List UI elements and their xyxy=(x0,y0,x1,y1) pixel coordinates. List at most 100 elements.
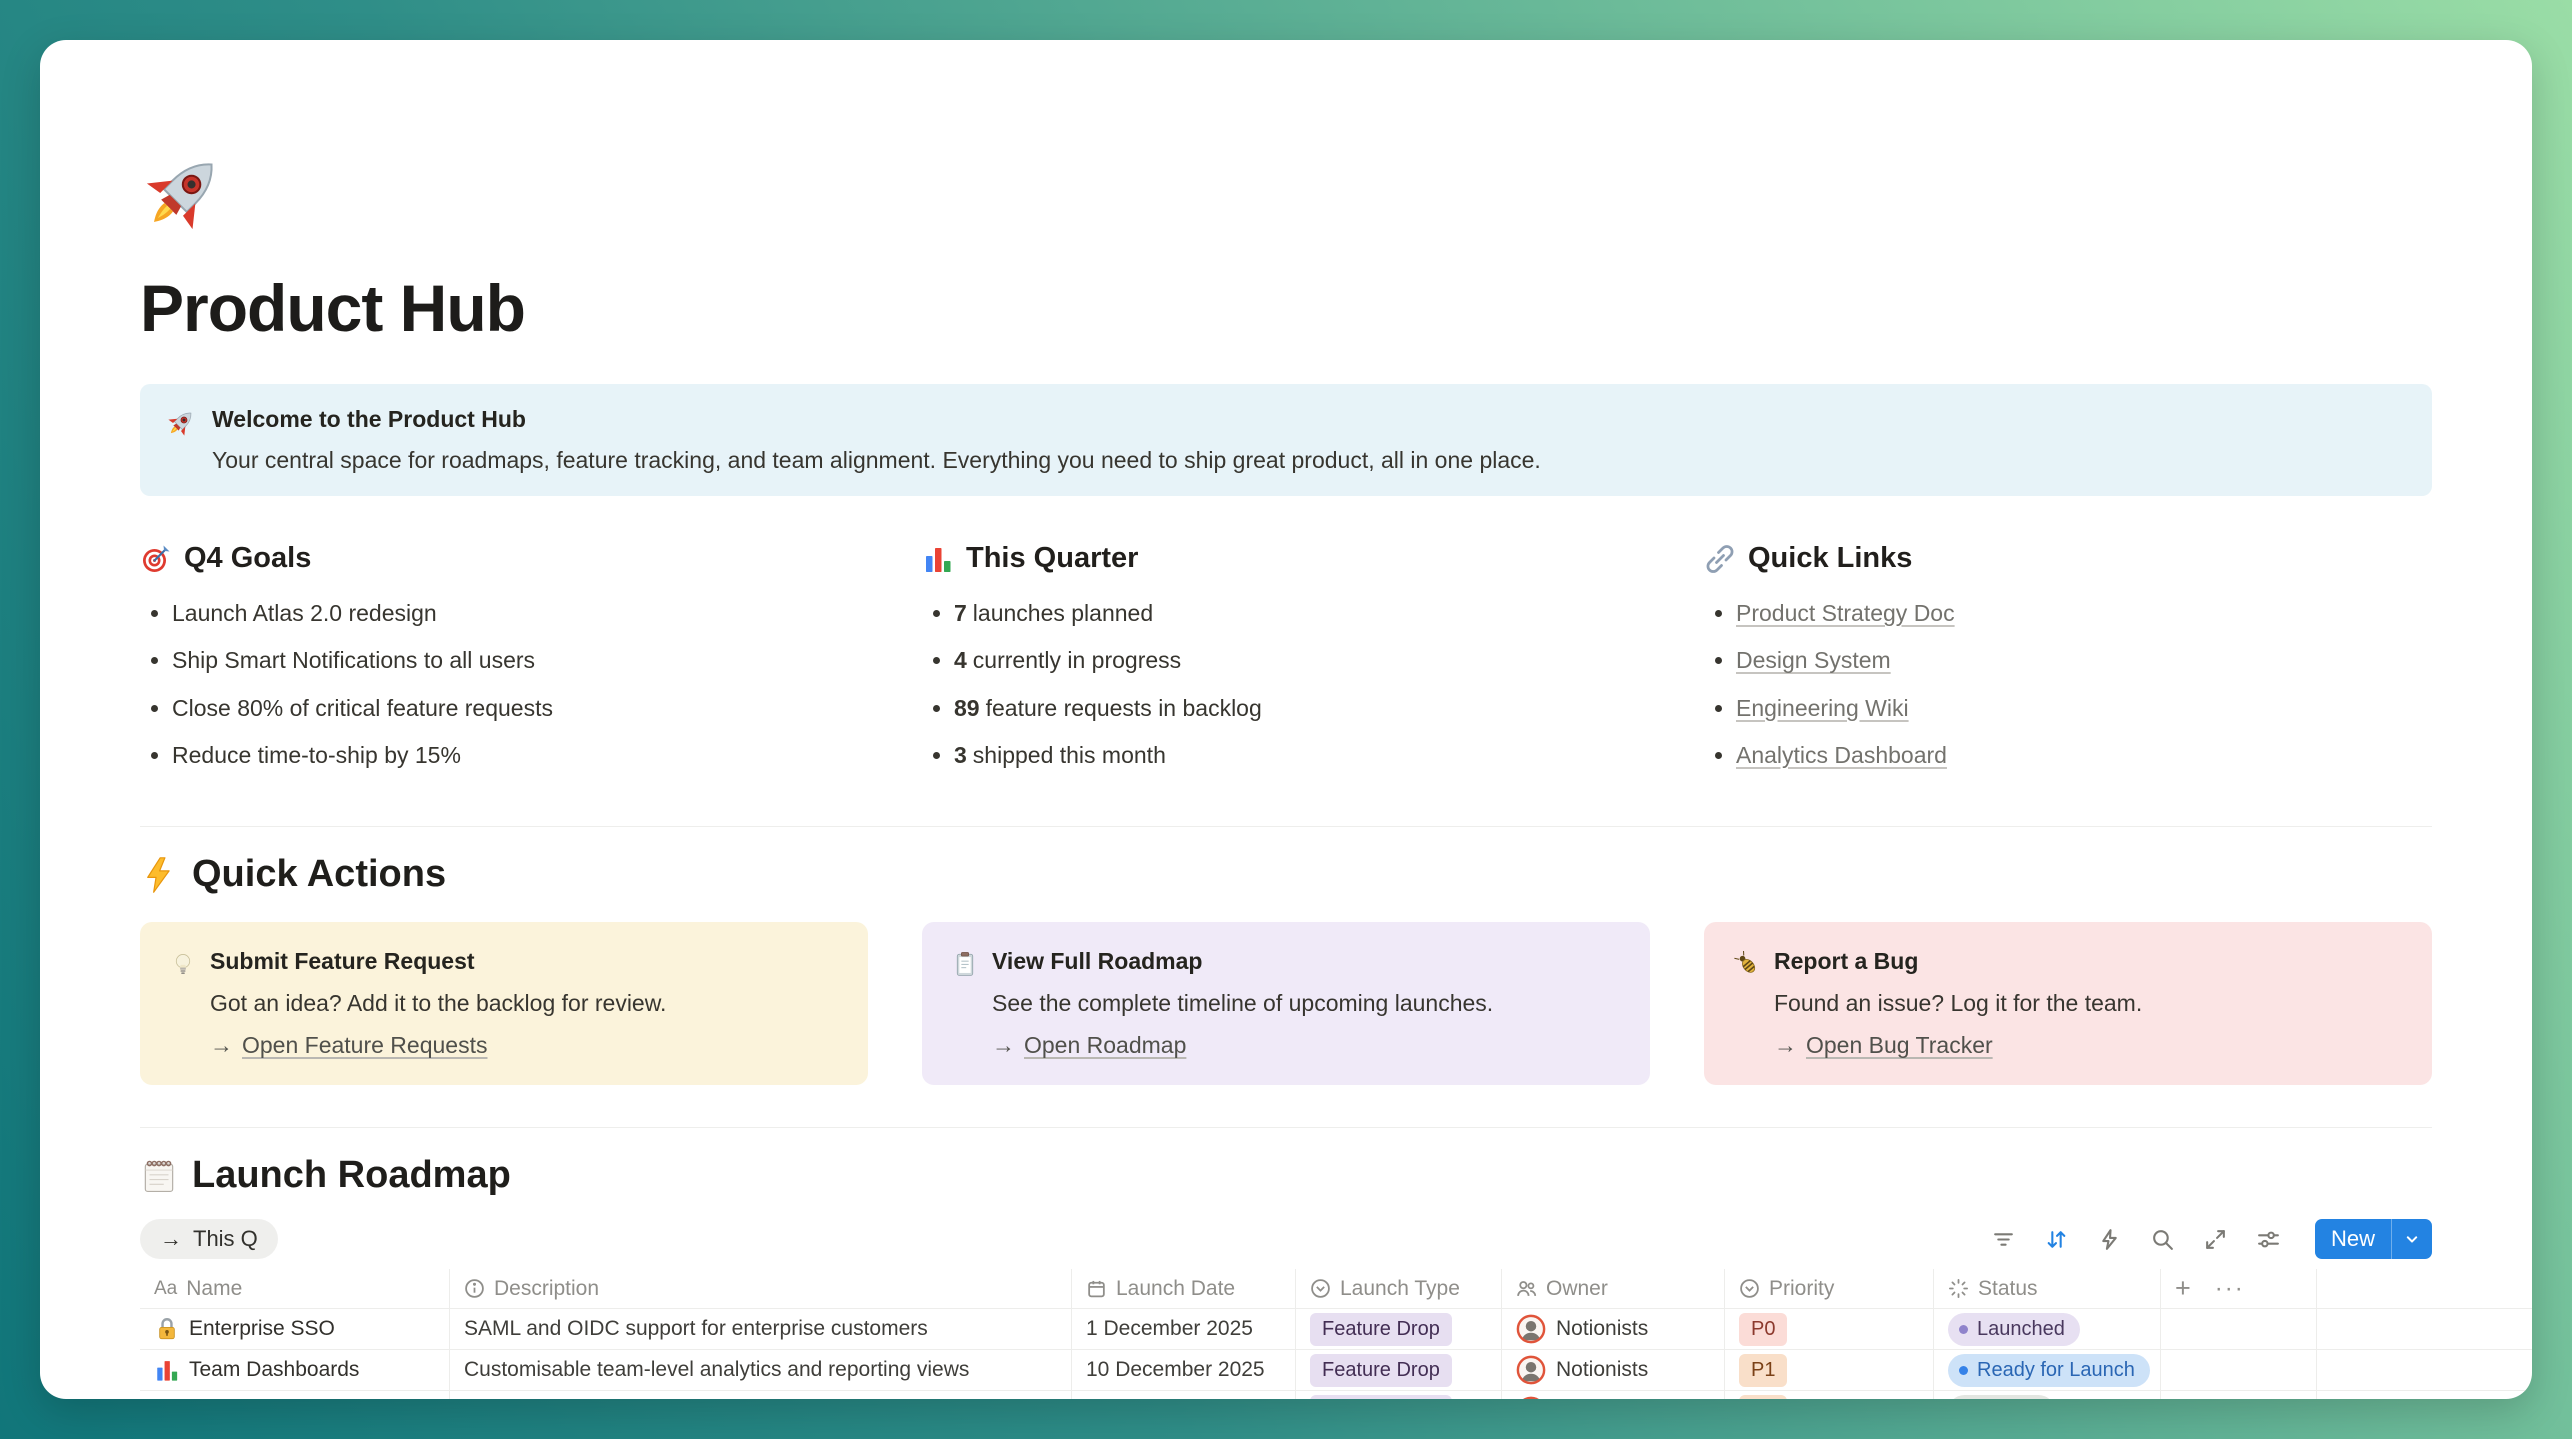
select-icon xyxy=(1740,1279,1759,1299)
card-title: Submit Feature Request xyxy=(210,948,475,975)
callout-title: Welcome to the Product Hub xyxy=(212,406,526,432)
column-header-status[interactable]: Status xyxy=(1934,1269,2161,1310)
rocket-icon xyxy=(162,404,200,442)
lock-icon xyxy=(154,1316,180,1342)
open-feature-requests-link[interactable]: → Open Feature Requests xyxy=(210,1032,488,1059)
status-cell[interactable]: Launched xyxy=(1934,1309,2161,1351)
launch-date-cell[interactable]: 1 December 2025 xyxy=(1072,1309,1296,1351)
row-description: SAML and OIDC support for enterprise cus… xyxy=(464,1317,928,1341)
owner-cell[interactable]: Notionists xyxy=(1502,1391,1725,1399)
open-roadmap-link[interactable]: → Open Roadmap xyxy=(992,1032,1187,1059)
name-cell[interactable]: Smart Notifications xyxy=(140,1391,450,1399)
view-settings-icon[interactable] xyxy=(2256,1226,2282,1252)
rocket-icon[interactable] xyxy=(130,140,236,246)
list-item: Ship Smart Notifications to all users xyxy=(172,644,868,677)
button-divider xyxy=(2391,1219,2392,1260)
table-body: Enterprise SSO SAML and OIDC support for… xyxy=(140,1309,2532,1399)
priority-tag: P1 xyxy=(1739,1353,1788,1387)
description-cell[interactable]: Customisable team-level analytics and re… xyxy=(450,1350,1072,1392)
empty-cell xyxy=(2161,1391,2317,1399)
select-icon xyxy=(1311,1279,1330,1299)
sort-icon[interactable] xyxy=(2044,1226,2070,1252)
search-icon[interactable] xyxy=(2150,1226,2176,1252)
card-body: See the complete timeline of upcoming la… xyxy=(992,990,1494,1017)
status-dot-icon xyxy=(1959,1324,1968,1334)
launch-type-tag: Feature Drop xyxy=(1310,1312,1452,1346)
row-name: Team Dashboards xyxy=(189,1358,360,1382)
launch-type-tag: Feature Drop xyxy=(1310,1394,1452,1399)
list-item: Analytics Dashboard xyxy=(1736,739,2432,772)
target-icon xyxy=(140,543,172,575)
owner-avatar xyxy=(1516,1396,1546,1399)
automation-icon[interactable] xyxy=(2097,1226,2123,1252)
empty-cell xyxy=(2161,1309,2317,1351)
row-description: Customisable team-level analytics and re… xyxy=(464,1358,970,1382)
description-cell[interactable]: SAML and OIDC support for enterprise cus… xyxy=(450,1309,1072,1351)
quick-actions-heading: Quick Actions xyxy=(140,853,2432,896)
launch-type-cell[interactable]: Feature Drop xyxy=(1296,1350,1502,1392)
launch-type-cell[interactable]: Feature Drop xyxy=(1296,1391,1502,1399)
column-header-description[interactable]: Description xyxy=(450,1269,1072,1310)
quick-link-product-strategy[interactable]: Product Strategy Doc xyxy=(1736,600,1955,626)
expand-icon[interactable] xyxy=(2203,1226,2229,1252)
column-header-launch-date[interactable]: Launch Date xyxy=(1072,1269,1296,1310)
card-title: View Full Roadmap xyxy=(992,948,1203,975)
more-options-icon[interactable]: ··· xyxy=(2214,1274,2245,1302)
status-cell[interactable]: Testing xyxy=(1934,1391,2161,1399)
description-cell[interactable]: AI-powered notification preferences and … xyxy=(450,1391,1072,1399)
open-bug-tracker-link[interactable]: → Open Bug Tracker xyxy=(1774,1032,1993,1059)
column-header-name[interactable]: Aa Name xyxy=(140,1269,450,1310)
new-button[interactable]: New xyxy=(2314,1219,2432,1260)
quick-link-design-system[interactable]: Design System xyxy=(1736,647,1891,674)
welcome-callout: Welcome to the Product Hub Your central … xyxy=(140,384,2432,496)
page-title: Product Hub xyxy=(140,271,526,345)
view-full-roadmap-card: View Full Roadmap See the complete timel… xyxy=(922,922,1650,1086)
section-divider xyxy=(140,1127,2432,1129)
arrow-right-icon: → xyxy=(210,1032,233,1059)
status-badge: Ready for Launch xyxy=(1948,1353,2150,1387)
owner-name: Notionists xyxy=(1556,1358,1649,1382)
name-cell[interactable]: Enterprise SSO xyxy=(140,1309,450,1351)
quick-link-analytics-dashboard[interactable]: Analytics Dashboard xyxy=(1736,742,1947,769)
column-header-launch-type[interactable]: Launch Type xyxy=(1296,1269,1502,1310)
status-dot-icon xyxy=(1959,1365,1968,1375)
launch-date-cell[interactable]: 10 December 2025 xyxy=(1072,1350,1296,1392)
launch-roadmap-table: Aa Name Description Launch Date Launch Ty… xyxy=(140,1269,2532,1399)
quick-link-engineering-wiki[interactable]: Engineering Wiki xyxy=(1736,694,1909,721)
owner-cell[interactable]: Notionists xyxy=(1502,1309,1725,1351)
view-tab-this-q[interactable]: → This Q xyxy=(140,1219,278,1260)
status-icon xyxy=(1948,1279,1969,1299)
row-name: Enterprise SSO xyxy=(189,1317,335,1341)
zap-icon xyxy=(140,856,178,894)
spiral-notepad-icon xyxy=(140,1157,178,1195)
this-quarter-title: This Quarter xyxy=(966,542,1139,574)
priority-cell[interactable]: P0 xyxy=(1725,1309,1934,1351)
name-cell[interactable]: Team Dashboards xyxy=(140,1350,450,1392)
column-header-priority[interactable]: Priority xyxy=(1725,1269,1934,1310)
status-cell[interactable]: Ready for Launch xyxy=(1934,1350,2161,1392)
owner-avatar xyxy=(1516,1355,1546,1385)
status-badge: Testing xyxy=(1948,1394,2056,1399)
launch-type-cell[interactable]: Feature Drop xyxy=(1296,1309,1502,1351)
chevron-down-icon[interactable] xyxy=(2392,1229,2432,1249)
priority-cell[interactable]: P1 xyxy=(1725,1350,1934,1392)
launch-date-cell[interactable]: 15 December 2025 xyxy=(1072,1391,1296,1399)
priority-cell[interactable]: P1 xyxy=(1725,1391,1934,1399)
filter-icon[interactable] xyxy=(1991,1226,2017,1252)
table-row[interactable]: Smart Notifications AI-powered notificat… xyxy=(140,1391,2532,1399)
bell-icon xyxy=(154,1398,180,1399)
link-icon xyxy=(1704,543,1736,575)
bulb-icon xyxy=(170,951,196,977)
launch-roadmap-heading: Launch Roadmap xyxy=(140,1154,2432,1197)
callout-body: Your central space for roadmaps, feature… xyxy=(212,447,1541,473)
table-row[interactable]: Enterprise SSO SAML and OIDC support for… xyxy=(140,1309,2532,1351)
column-header-owner[interactable]: Owner xyxy=(1502,1269,1725,1310)
calendar-icon xyxy=(1088,1281,1105,1298)
empty-cell xyxy=(2317,1391,2532,1399)
plus-icon[interactable]: + xyxy=(2175,1273,2191,1304)
table-row[interactable]: Team Dashboards Customisable team-level … xyxy=(140,1350,2532,1392)
owner-cell[interactable]: Notionists xyxy=(1502,1350,1725,1392)
list-item: Design System xyxy=(1736,644,2432,677)
empty-header-cell xyxy=(2317,1269,2532,1310)
